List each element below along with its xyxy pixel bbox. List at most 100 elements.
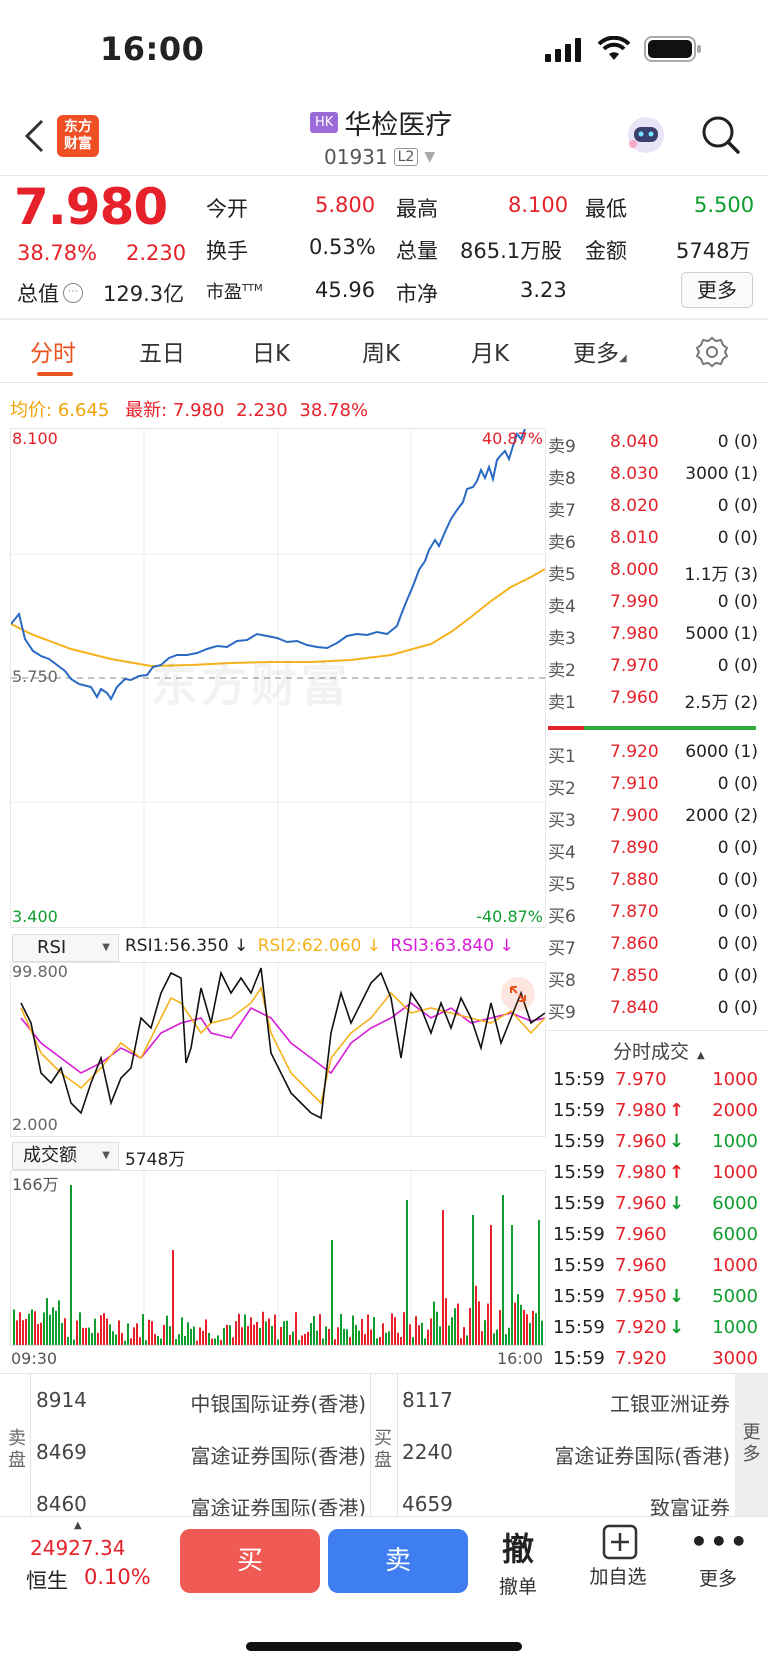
ask-row[interactable]: 卖2 7.970 0 (0) — [548, 656, 758, 688]
ask-row[interactable]: 卖5 8.000 1.1万 (3) — [548, 560, 758, 592]
broker-panel[interactable]: 卖盘 买盘 更多 8914 中银国际证券(香港) 8469 富途证券国际(香港) 846… — [0, 1374, 768, 1516]
ask-qty: 5000 (1) — [685, 624, 758, 644]
volume-bar — [211, 1338, 213, 1345]
ask-row[interactable]: 卖1 7.960 2.5万 (2) — [548, 688, 758, 720]
more-menu-button[interactable]: ••• 更多 — [690, 1525, 750, 1590]
volume-bar — [391, 1313, 393, 1345]
ask-row[interactable]: 卖6 8.010 0 (0) — [548, 528, 758, 560]
volume-bar — [460, 1338, 462, 1345]
volume-bar — [361, 1319, 363, 1345]
volume-bar — [103, 1313, 105, 1345]
volume-bar — [40, 1322, 42, 1345]
bid-row[interactable]: 买6 7.870 0 (0) — [548, 902, 758, 934]
ask-row[interactable]: 卖8 8.030 3000 (1) — [548, 464, 758, 496]
trade-ticks-panel[interactable]: 分时成交 ▲ 15:59 7.970 1000 15:59 7.980 ↑ 2000 15:59… — [546, 1030, 768, 1371]
ask-price: 7.960 — [610, 688, 659, 708]
broker-more-button[interactable]: 更多 — [735, 1374, 768, 1516]
bid-level-label: 买1 — [548, 747, 576, 767]
bid-row[interactable]: 买3 7.900 2000 (2) — [548, 806, 758, 838]
ask-price: 7.990 — [610, 592, 659, 612]
volume-bar — [523, 1309, 525, 1345]
bid-row[interactable]: 买1 7.920 6000 (1) — [548, 742, 758, 774]
bid-row[interactable]: 买4 7.890 0 (0) — [548, 838, 758, 870]
eastmoney-logo[interactable]: 东方 财富 — [57, 115, 99, 157]
robot-assistant-icon[interactable] — [623, 112, 669, 162]
volume-bar — [436, 1311, 438, 1345]
trade-ticks-title[interactable]: 分时成交 ▲ — [613, 1041, 705, 1063]
broker-id: 4659 — [402, 1492, 453, 1516]
ask-row[interactable]: 卖3 7.980 5000 (1) — [548, 624, 758, 656]
index-pct: 0.10% — [84, 1565, 151, 1589]
rsi-chart[interactable]: 99.800 2.000 — [10, 962, 546, 1137]
trade-time: 15:59 — [553, 1224, 605, 1245]
bid-qty: 0 (0) — [717, 966, 758, 986]
volume-bar — [298, 1339, 300, 1345]
stock-code-selector[interactable]: 01931 L2 ▼ — [324, 145, 435, 169]
search-icon[interactable] — [700, 114, 742, 160]
add-watchlist-button[interactable]: 加自选 — [580, 1524, 656, 1589]
ask-row[interactable]: 卖9 8.040 0 (0) — [548, 432, 758, 464]
sell-button[interactable]: 卖 — [328, 1529, 468, 1593]
bid-row[interactable]: 买2 7.910 0 (0) — [548, 774, 758, 806]
volume-bar — [112, 1331, 114, 1345]
more-dots-icon: ••• — [690, 1525, 750, 1558]
bid-row[interactable]: 买8 7.850 0 (0) — [548, 966, 758, 998]
tab-more[interactable]: 更多◢ — [573, 341, 627, 367]
volume-bar — [370, 1329, 372, 1345]
volume-bar — [517, 1294, 519, 1345]
volume-bar — [358, 1330, 360, 1345]
trade-qty: 1000 — [712, 1162, 758, 1183]
index-ticker[interactable]: ▲ 24927.34 恒生 0.10% — [22, 1520, 162, 1600]
time-end-label: 16:00 — [497, 1349, 544, 1368]
volume-bar — [499, 1310, 501, 1345]
volume-bar — [160, 1338, 162, 1345]
rsi-selector[interactable]: RSI ▼ — [12, 934, 119, 962]
bid-price: 7.840 — [610, 998, 659, 1018]
volume-bar — [511, 1225, 513, 1345]
bid-level-label: 买3 — [548, 811, 576, 831]
ask-row[interactable]: 卖4 7.990 0 (0) — [548, 592, 758, 624]
tab-monthly-k[interactable]: 月K — [471, 341, 510, 367]
volume-bar — [448, 1325, 450, 1345]
volume-bar — [148, 1319, 150, 1345]
ask-price: 7.980 — [610, 624, 659, 644]
volume-bar — [106, 1318, 108, 1345]
volume-selector[interactable]: 成交额 ▼ — [12, 1142, 119, 1170]
bid-ask-divider-green — [584, 726, 756, 730]
buy-button[interactable]: 买 — [180, 1529, 320, 1593]
volume-chart[interactable]: 166万 — [10, 1170, 546, 1346]
volume-bar — [538, 1220, 540, 1345]
volume-bar — [427, 1329, 429, 1345]
trade-qty: 3000 — [712, 1348, 758, 1369]
info-dots-icon[interactable]: ⋯ — [63, 283, 83, 303]
ask-level-label: 卖9 — [548, 437, 576, 457]
bid-row[interactable]: 买9 7.840 0 (0) — [548, 998, 758, 1030]
ask-row[interactable]: 卖7 8.020 0 (0) — [548, 496, 758, 528]
bid-row[interactable]: 买7 7.860 0 (0) — [548, 934, 758, 966]
cancel-order-button[interactable]: 撤 撤单 — [488, 1524, 548, 1599]
bid-level-label: 买4 — [548, 843, 576, 863]
volume-bar — [34, 1311, 36, 1345]
broker-name: 富途证券国际(香港) — [190, 1496, 366, 1516]
volume-bar — [37, 1324, 39, 1345]
volume-bar — [334, 1339, 336, 1345]
tab-daily-k[interactable]: 日K — [252, 341, 291, 367]
more-quote-button[interactable]: 更多 — [681, 272, 753, 308]
bid-row[interactable]: 买5 7.880 0 (0) — [548, 870, 758, 902]
back-icon[interactable] — [22, 118, 46, 158]
tab-5day[interactable]: 五日 — [139, 341, 185, 367]
rsi2-line — [20, 985, 545, 1105]
tab-intraday[interactable]: 分时 — [30, 341, 76, 367]
volume-bar — [526, 1314, 528, 1345]
price-chart[interactable]: 东方财富 8.100 5.750 3.400 40.87% -40.87% — [10, 428, 546, 928]
settings-gear-icon[interactable] — [695, 336, 729, 372]
volume-bar — [496, 1329, 498, 1345]
volume-bar — [430, 1318, 432, 1345]
time-start-label: 09:30 — [11, 1349, 58, 1368]
volume-bar — [70, 1185, 72, 1345]
pct-max-label: 40.87% — [481, 429, 543, 448]
tab-weekly-k[interactable]: 周K — [362, 341, 401, 367]
expand-chart-icon[interactable] — [501, 977, 535, 1011]
mktcap-label: 总值 ⋯ — [17, 278, 83, 308]
mktcap-value: 129.3亿 — [103, 282, 185, 306]
